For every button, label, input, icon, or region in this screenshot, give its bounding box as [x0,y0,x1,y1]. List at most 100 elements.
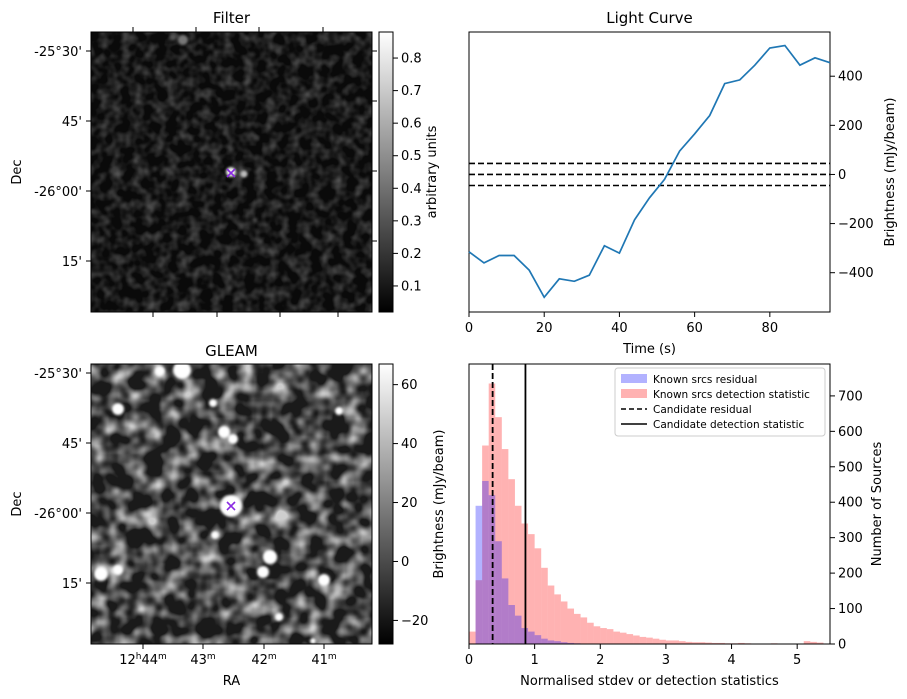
lightcurve-plot-area [468,31,831,313]
gleam-ylabel: Dec [10,491,25,516]
gleam-xticks [142,644,325,649]
colorbar-tick-label: 40 [401,437,418,452]
legend-label: Known srcs residual [653,374,757,386]
detection-bar [633,635,640,644]
legend-label: Candidate residual [653,404,752,416]
legend-swatch-residual [621,374,647,383]
detection-bar [626,634,634,644]
x-tick-label: 2 [596,653,604,668]
y-tick-label: 500 [838,460,863,475]
detection-bar [600,628,607,644]
x-tick-label: 60 [686,321,703,336]
detection-bar [554,594,561,644]
histogram-frame [468,363,831,645]
detection-bar [508,479,515,644]
gleam-candidate-marker [226,501,236,511]
legend-label: Known srcs detection statistic [653,389,810,401]
lightcurve-x-axis: 0 20 40 60 80 [465,312,778,336]
colorbar-tick-label: 0.6 [401,117,422,132]
gleam-xtick-label: 12h44m [119,652,167,668]
detection-bar [698,642,706,644]
gleam-xtick-label: 42m [251,652,276,668]
colorbar-tick-label: 60 [401,378,418,393]
filter-title: Filter [213,9,251,27]
colorbar-tick-label: 0.5 [401,149,422,164]
filter-ylabel: Dec [10,159,25,184]
histogram-ylabel: Number of Sources [870,442,885,567]
legend-swatch-detection [621,389,647,398]
gleam-yticks [86,372,91,584]
gleam-colorbar-label: Brightness (mJy/beam) [432,430,447,579]
y-tick-label: 100 [838,602,863,617]
detection-bar [692,642,699,644]
residual-bar [514,615,522,644]
y-tick-label: 0 [838,638,846,653]
gleam-ytick-label: 45' [62,437,82,452]
gleam-ytick-label: 15' [62,577,82,592]
detection-bar [646,637,653,644]
gleam-ytick-label: -26°00' [34,507,82,522]
gleam-ytick-labels: -25°30' 45' -26°00' 15' [34,367,82,592]
x-tick-label: 80 [762,321,779,336]
gleam-colorbar-ticks: −20 0 20 40 60 [393,378,428,629]
residual-bar [508,605,515,644]
detection-bar [606,629,614,644]
detection-bar [652,638,660,644]
histogram-y-axis: 0 100 200 300 400 500 600 700 [830,389,863,653]
y-tick-label: 200 [838,119,863,134]
gleam-colorbar [378,363,394,645]
colorbar-tick-label: 0.7 [401,84,422,99]
residual-bar [541,638,548,644]
filter-panel: Filter -25°30' 45' -26°0 [10,9,440,317]
filter-ytick-labels: -25°30' 45' -26°00' 15' [34,45,82,270]
detection-bar [534,548,542,644]
detection-bar [593,626,601,644]
residual-bar [547,640,555,644]
filter-ytick-label: -26°00' [34,185,82,200]
x-tick-label: 0 [465,653,473,668]
y-tick-label: 400 [838,496,863,511]
y-tick-label: 400 [838,70,863,85]
x-tick-label: 3 [662,653,670,668]
y-tick-label: −200 [838,217,874,232]
residual-bar [534,635,542,644]
gleam-xtick-labels: 12h44m 43m 42m 41m [119,652,336,668]
filter-ytick-label: -25°30' [34,45,82,60]
detection-bar [672,640,680,644]
y-tick-label: 700 [838,389,863,404]
colorbar-tick-label: −20 [401,614,428,629]
filter-colorbar-label: arbitrary units [425,125,440,218]
x-tick-label: 4 [727,653,735,668]
detection-bar [679,641,686,644]
lightcurve-title: Light Curve [606,9,692,27]
lightcurve-series-line [468,44,831,299]
detection-bar [541,567,548,644]
detection-bar [718,642,725,644]
gleam-xtick-label: 41m [311,652,336,668]
colorbar-tick-label: 0 [401,555,409,570]
legend-box [614,367,826,437]
lightcurve-ylabel: Brightness (mJy/beam) [883,98,898,247]
x-tick-label: 40 [611,321,628,336]
x-tick-label: 1 [530,653,538,668]
residual-bar [560,642,568,644]
colorbar-tick-label: 20 [401,496,418,511]
gleam-xlabel: RA [223,674,241,689]
detection-bar [685,641,693,644]
detection-bar [574,613,581,644]
gleam-title: GLEAM [205,342,258,360]
x-tick-label: 20 [536,321,553,336]
detection-bar [495,417,502,644]
detection-bar [501,449,509,644]
colorbar-tick-label: 0.1 [401,279,422,294]
lightcurve-y-axis: −400 −200 0 200 400 [830,70,874,281]
residual-bar [495,541,502,644]
detection-bar [639,636,647,644]
lightcurve-xlabel: Time (s) [622,342,676,357]
detection-bar [810,641,817,644]
colorbar-tick-label: 0.3 [401,214,422,229]
detection-bar [567,608,575,644]
filter-frame [90,31,373,313]
filter-ytick-label: 45' [62,115,82,130]
lightcurve-panel: Light Curve 0 20 40 60 80 −400 −200 0 200 400 Ti… [465,9,898,357]
